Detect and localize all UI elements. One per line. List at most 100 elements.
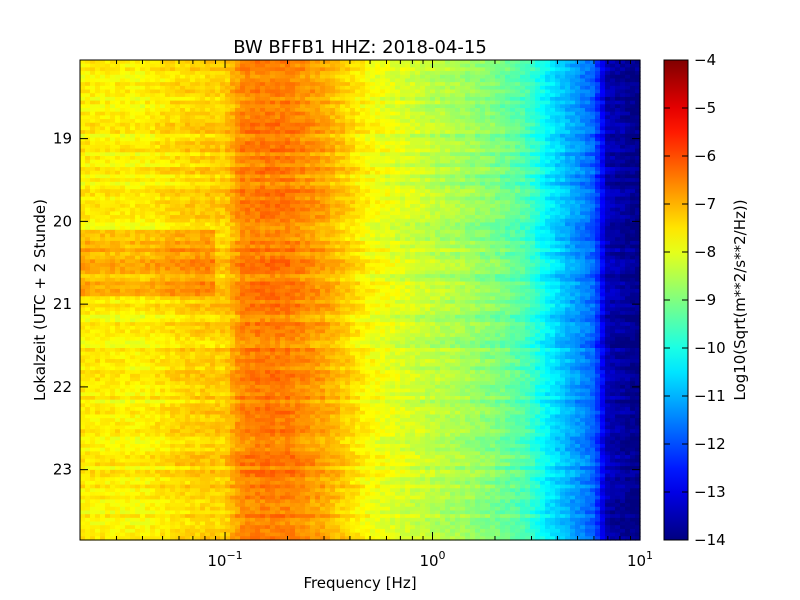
heatmap-cell	[590, 215, 596, 220]
heatmap-cell	[220, 156, 226, 161]
heatmap-cell	[260, 82, 266, 87]
heatmap-cell	[465, 137, 471, 142]
heatmap-cell	[600, 144, 606, 150]
heatmap-cell	[235, 144, 241, 150]
heatmap-cell	[595, 63, 601, 68]
heatmap-cell	[435, 167, 441, 172]
heatmap-cell	[85, 163, 91, 168]
heatmap-cell	[425, 122, 431, 128]
heatmap-cell	[630, 192, 636, 198]
heatmap-cell	[320, 130, 326, 135]
heatmap-cell	[510, 82, 516, 87]
heatmap-cell	[435, 82, 441, 87]
heatmap-cell	[585, 104, 591, 109]
heatmap-cell	[285, 104, 291, 109]
heatmap-cell	[335, 133, 341, 139]
heatmap-cell	[590, 218, 596, 224]
heatmap-cell	[160, 78, 166, 83]
heatmap-cell	[260, 89, 266, 94]
heatmap-cell	[365, 96, 371, 102]
heatmap-cell	[320, 67, 326, 72]
heatmap-cell	[90, 148, 96, 153]
heatmap-cell	[260, 108, 266, 113]
heatmap-cell	[195, 78, 201, 83]
heatmap-cell	[495, 119, 501, 124]
heatmap-cell	[505, 108, 511, 113]
heatmap-cell	[620, 122, 626, 128]
heatmap-cell	[350, 192, 356, 198]
heatmap-cell	[600, 130, 606, 135]
heatmap-cell	[215, 137, 221, 142]
heatmap-cell	[370, 63, 376, 68]
heatmap-cell	[465, 78, 471, 83]
heatmap-cell	[415, 144, 421, 150]
heatmap-cell	[180, 119, 186, 124]
heatmap-cell	[115, 74, 121, 80]
heatmap-cell	[440, 119, 446, 124]
heatmap-cell	[410, 119, 416, 124]
heatmap-cell	[410, 67, 416, 72]
heatmap-cell	[320, 111, 326, 116]
heatmap-cell	[185, 152, 191, 157]
heatmap-cell	[145, 85, 151, 91]
heatmap-cell	[390, 130, 396, 135]
heatmap-cell	[195, 178, 201, 183]
heatmap-cell	[165, 89, 171, 94]
heatmap-cell	[545, 163, 551, 168]
heatmap-cell	[625, 218, 631, 224]
heatmap-cell	[580, 122, 586, 128]
heatmap-cell	[410, 108, 416, 113]
heatmap-cell	[590, 93, 596, 98]
heatmap-cell	[390, 141, 396, 146]
heatmap-cell	[585, 60, 591, 65]
heatmap-cell	[475, 144, 481, 150]
heatmap-cell	[495, 100, 501, 105]
heatmap-cell	[505, 170, 511, 176]
heatmap-cell	[370, 178, 376, 183]
heatmap-cell	[490, 74, 496, 80]
heatmap-cell	[210, 141, 216, 146]
heatmap-cell	[195, 211, 201, 216]
heatmap-cell	[515, 78, 521, 83]
heatmap-cell	[550, 163, 556, 168]
heatmap-cell	[600, 141, 606, 146]
heatmap-cell	[205, 204, 211, 209]
heatmap-cell	[505, 122, 511, 128]
heatmap-cell	[510, 178, 516, 183]
heatmap-cell	[530, 178, 536, 183]
heatmap-cell	[195, 185, 201, 190]
heatmap-cell	[365, 111, 371, 116]
heatmap-cell	[500, 163, 506, 168]
heatmap-cell	[170, 204, 176, 209]
heatmap-cell	[95, 185, 101, 190]
heatmap-cell	[170, 174, 176, 179]
heatmap-cell	[120, 130, 126, 135]
heatmap-cell	[585, 71, 591, 76]
heatmap-cell	[410, 89, 416, 94]
heatmap-cell	[580, 137, 586, 142]
heatmap-cell	[290, 170, 296, 176]
heatmap-cell	[185, 192, 191, 198]
heatmap-cell	[210, 119, 216, 124]
heatmap-cell	[390, 108, 396, 113]
heatmap-cell	[390, 189, 396, 194]
heatmap-cell	[515, 96, 521, 102]
heatmap-cell	[85, 67, 91, 72]
heatmap-cell	[95, 200, 101, 205]
heatmap-cell	[615, 63, 621, 68]
heatmap-cell	[120, 96, 126, 102]
heatmap-cell	[430, 67, 436, 72]
heatmap-cell	[305, 60, 311, 65]
heatmap-cell	[120, 119, 126, 124]
heatmap-cell	[560, 119, 566, 124]
heatmap-cell	[195, 71, 201, 76]
heatmap-cell	[80, 144, 86, 150]
heatmap-cell	[350, 89, 356, 94]
heatmap-cell	[345, 200, 351, 205]
heatmap-cell	[620, 119, 626, 124]
heatmap-cell	[115, 60, 121, 65]
heatmap-cell	[625, 96, 631, 102]
heatmap-cell	[345, 108, 351, 113]
heatmap-cell	[490, 115, 496, 120]
heatmap-cell	[500, 137, 506, 142]
